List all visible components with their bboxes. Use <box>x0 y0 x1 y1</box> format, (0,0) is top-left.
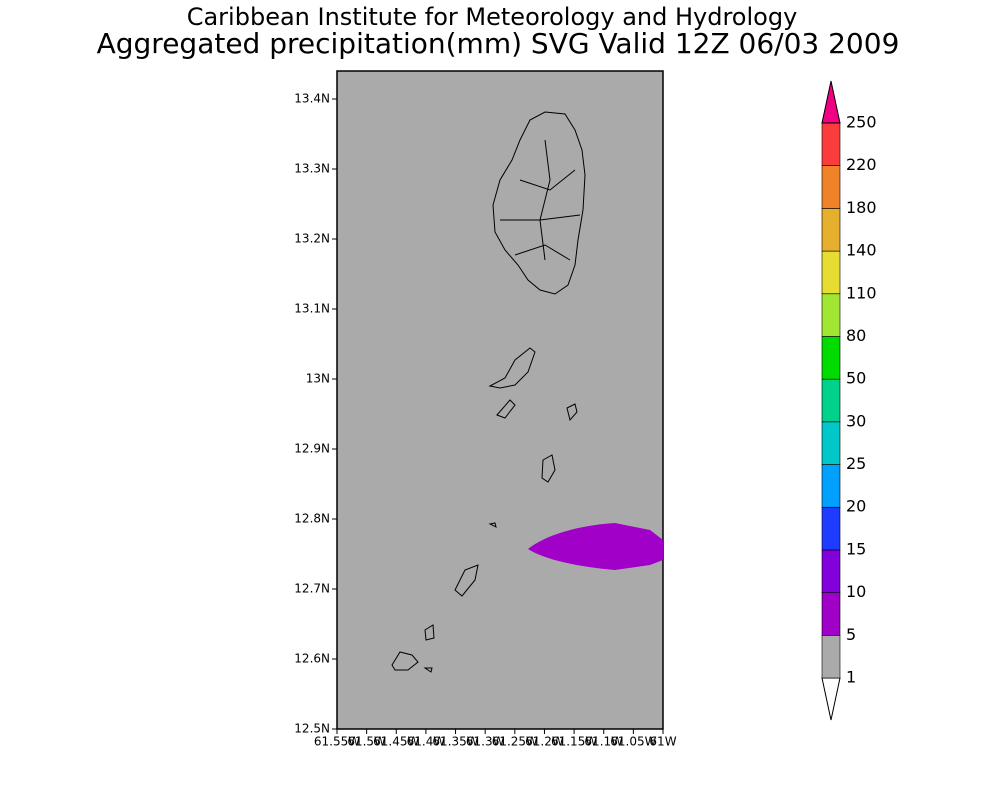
colorbar-label: 140 <box>846 241 877 260</box>
x-tick-label: 61.35W <box>432 735 478 749</box>
colorbar-box <box>821 421 841 465</box>
colorbar-label: 50 <box>846 369 866 388</box>
y-tick-label: 12.7N <box>294 582 330 596</box>
map-area <box>336 70 664 730</box>
colorbar-box <box>821 165 841 209</box>
x-tick-label: 61.25W <box>492 735 538 749</box>
colorbar-label: 180 <box>846 198 877 217</box>
colorbar-box <box>821 250 841 295</box>
y-tick-label: 13.1N <box>294 302 330 316</box>
colorbar-label: 5 <box>846 625 856 644</box>
x-tick-label: 61W <box>649 735 676 749</box>
colorbar-box <box>821 549 841 593</box>
x-tick-label: 61.05W <box>610 735 656 749</box>
island <box>488 347 536 389</box>
colorbar-box <box>821 506 841 551</box>
y-tick-label: 12.6N <box>294 652 330 666</box>
x-tick-label: 61.5W <box>347 735 386 749</box>
colorbar-label: 30 <box>846 411 866 430</box>
x-tick-label: 61.55W <box>314 735 360 749</box>
y-tick-label: 13.3N <box>294 162 330 176</box>
island <box>424 624 435 641</box>
island <box>423 667 433 673</box>
colorbar-box <box>821 122 841 166</box>
colorbar-box <box>821 378 841 423</box>
colorbar-label: 10 <box>846 582 866 601</box>
colorbar-label: 220 <box>846 155 877 174</box>
y-tick-label: 13.4N <box>294 92 330 106</box>
colorbar-label: 15 <box>846 539 866 558</box>
island <box>496 399 516 419</box>
x-tick-label: 61.15W <box>551 735 597 749</box>
title: Caribbean Institute for Meteorology and … <box>187 3 798 31</box>
colorbar-label: 80 <box>846 326 866 345</box>
colorbar-label: 250 <box>846 113 877 132</box>
colorbar-high <box>821 80 841 124</box>
island <box>391 651 419 671</box>
x-tick-label: 61.2W <box>525 735 564 749</box>
y-tick-label: 13N <box>306 372 330 386</box>
y-tick-label: 13.2N <box>294 232 330 246</box>
x-tick-label: 61.3W <box>466 735 505 749</box>
island <box>492 111 586 295</box>
colorbar-label: 25 <box>846 454 866 473</box>
colorbar-label: 20 <box>846 497 866 516</box>
colorbar-box <box>821 592 841 636</box>
x-tick-label: 61.4W <box>407 735 446 749</box>
y-tick-label: 12.5N <box>294 722 330 736</box>
colorbar-box <box>821 293 841 337</box>
island <box>454 564 479 597</box>
precip-area <box>528 523 663 570</box>
y-tick-label: 12.8N <box>294 512 330 526</box>
colorbar-box <box>821 464 841 508</box>
colorbar-label: 1 <box>846 668 856 687</box>
island <box>541 454 556 483</box>
colorbar-label: 110 <box>846 283 877 302</box>
island <box>488 522 497 528</box>
subtitle: Aggregated precipitation(mm) SVG Valid 1… <box>97 27 900 60</box>
coastlines <box>391 111 586 673</box>
colorbar-box <box>821 635 841 679</box>
island <box>566 403 578 422</box>
colorbar-box <box>821 336 841 380</box>
x-tick-label: 61.45W <box>373 735 419 749</box>
x-tick-label: 61.1W <box>584 735 623 749</box>
y-tick-label: 12.9N <box>294 442 330 456</box>
watershed <box>500 139 581 261</box>
colorbar-low <box>821 677 841 721</box>
colorbar-box <box>821 208 841 252</box>
